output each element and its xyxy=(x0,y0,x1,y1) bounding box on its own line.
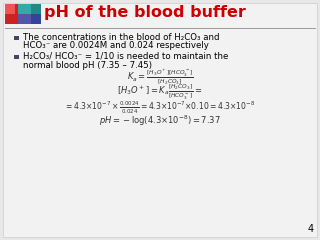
Text: pH of the blood buffer: pH of the blood buffer xyxy=(44,5,246,19)
Text: 4: 4 xyxy=(308,224,314,234)
Text: $pH = -\log(4.3{\times}10^{-8}) = 7.37$: $pH = -\log(4.3{\times}10^{-8}) = 7.37$ xyxy=(99,114,221,128)
Text: H₂CO₃/ HCO₃⁻ = 1/10 is needed to maintain the: H₂CO₃/ HCO₃⁻ = 1/10 is needed to maintai… xyxy=(23,52,228,60)
Text: The concentrations in the blood of H₂CO₃ and: The concentrations in the blood of H₂CO₃… xyxy=(23,32,220,42)
Text: normal blood pH (7.35 – 7.45): normal blood pH (7.35 – 7.45) xyxy=(23,60,152,70)
Bar xyxy=(31,4,41,14)
Bar xyxy=(18,4,31,14)
Text: HCO₃⁻ are 0.0024M and 0.024 respectively: HCO₃⁻ are 0.0024M and 0.024 respectively xyxy=(23,42,209,50)
Bar xyxy=(31,14,41,24)
Bar xyxy=(5,4,15,14)
Bar xyxy=(14,36,19,40)
Text: $= 4.3{\times}10^{-7} \times \frac{0.0024}{0.024} = 4.3{\times}10^{-7}{\times}0.: $= 4.3{\times}10^{-7} \times \frac{0.002… xyxy=(64,100,256,116)
FancyBboxPatch shape xyxy=(3,3,317,237)
Text: $[H_3O^+] = K_a\frac{[H_2CO_3]}{[HCO_3^-]} =$: $[H_3O^+] = K_a\frac{[H_2CO_3]}{[HCO_3^-… xyxy=(117,82,203,102)
Bar xyxy=(14,54,19,59)
Bar xyxy=(18,14,31,24)
Text: $K_a = \frac{[H_3O^+][HCO_3^-]}{[H_2CO_3]}$: $K_a = \frac{[H_3O^+][HCO_3^-]}{[H_2CO_3… xyxy=(126,67,194,87)
Bar xyxy=(5,4,25,24)
